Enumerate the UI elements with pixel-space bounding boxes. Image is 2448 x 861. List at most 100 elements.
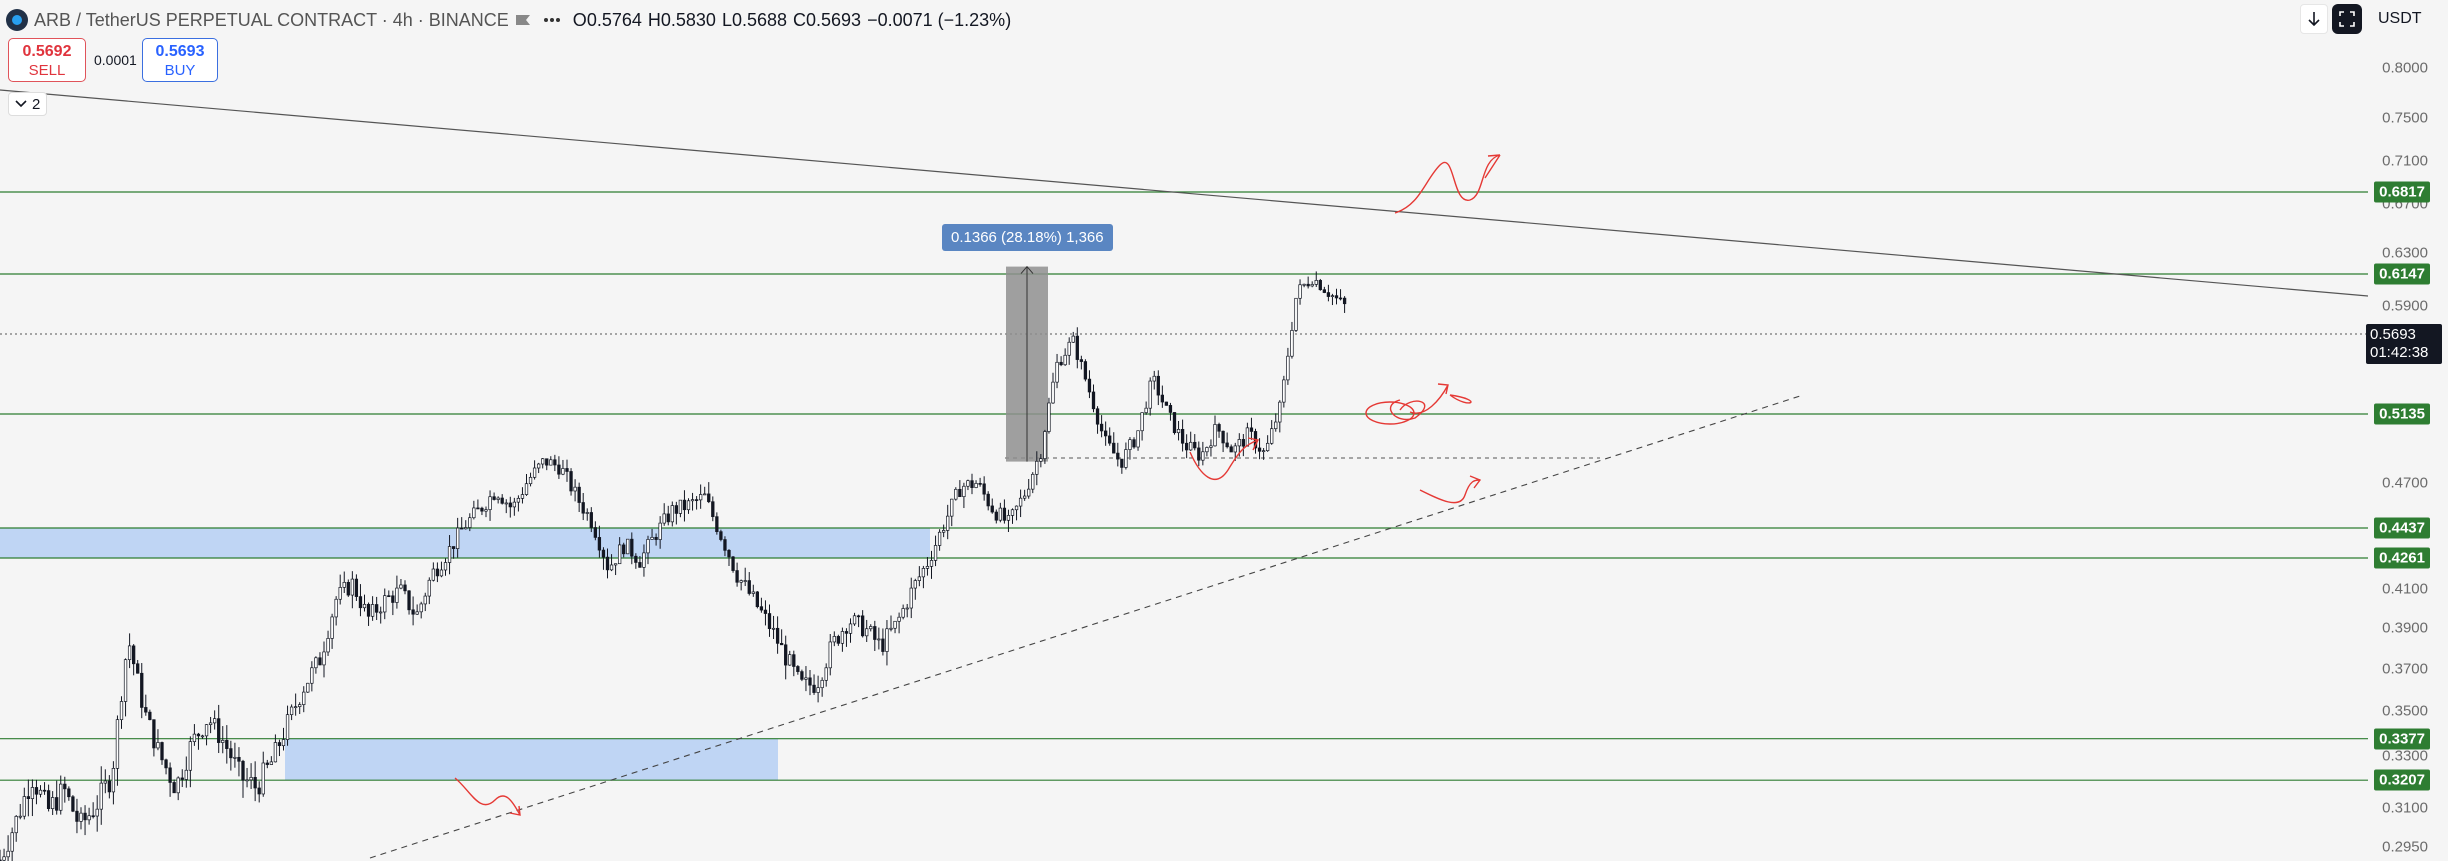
ohlc-close: C0.5693 <box>793 10 861 31</box>
candle-body <box>1294 297 1298 331</box>
measure-label[interactable]: 0.1366 (28.18%) 1,366 <box>942 223 1113 251</box>
price-level-badge: 0.6817 <box>2374 181 2430 203</box>
price-level-badge: 0.3207 <box>2374 769 2430 791</box>
candle-body <box>1047 402 1051 432</box>
candle-body <box>703 493 707 496</box>
candle-body <box>208 722 213 725</box>
candle-body <box>1184 442 1189 451</box>
candle-body <box>597 537 602 551</box>
candle-body <box>678 499 683 514</box>
candle-body <box>407 590 411 611</box>
candle-body <box>196 733 201 737</box>
resistance-trendline <box>0 89 2369 297</box>
candle-body <box>666 513 670 523</box>
download-button[interactable] <box>2300 4 2328 34</box>
candle-body <box>1014 505 1019 511</box>
candle-body <box>690 499 695 502</box>
candle-body <box>731 556 735 571</box>
candle-body <box>707 493 711 503</box>
price-axis-tick: 0.3100 <box>2382 799 2428 817</box>
candle-body <box>67 788 71 798</box>
open-label: O <box>572 9 587 30</box>
support-trendline <box>369 395 1801 859</box>
candle-body <box>532 467 537 478</box>
candle-body <box>330 616 334 639</box>
candle-body <box>698 494 703 501</box>
candle-body <box>1124 449 1128 468</box>
candle-body <box>391 595 395 603</box>
candle-body <box>617 544 622 565</box>
indicators-toggle[interactable]: 2 <box>8 92 48 116</box>
candle-body <box>358 596 363 609</box>
candle-body <box>897 616 901 622</box>
candle-body <box>306 682 310 693</box>
symbol-title[interactable]: ARB / TetherUS PERPETUAL CONTRACT · 4h ·… <box>34 9 509 30</box>
candle-body <box>91 815 95 818</box>
candle-body <box>759 606 764 611</box>
candle-body <box>933 545 938 561</box>
candle-body <box>1310 284 1314 287</box>
candle-body <box>1083 361 1088 380</box>
candle-body <box>1108 435 1112 444</box>
low-label: L <box>721 9 732 30</box>
candle-body <box>123 659 128 702</box>
candle-body <box>1128 439 1132 450</box>
flag-icon[interactable] <box>515 14 531 26</box>
measure-arrowhead <box>1020 265 1034 274</box>
candle-body <box>962 485 966 498</box>
candle-body <box>982 483 986 495</box>
candle-body <box>152 719 156 749</box>
candle-body <box>630 538 634 557</box>
candle-body <box>427 579 431 597</box>
more-dots-icon[interactable] <box>543 17 561 23</box>
candle-body <box>500 497 504 504</box>
candle-body <box>921 568 926 578</box>
candle-body <box>1209 445 1213 448</box>
candle-body <box>1225 442 1229 448</box>
candle-body <box>1022 495 1027 499</box>
sell-button[interactable]: 0.5692 SELL <box>8 38 86 82</box>
candle-body <box>443 562 448 571</box>
candle-body <box>796 666 800 672</box>
snapshot-button[interactable] <box>2332 4 2362 34</box>
candle-body <box>423 595 427 605</box>
candle-body <box>808 677 812 686</box>
candle-body <box>289 706 294 716</box>
candle-body <box>1027 488 1031 497</box>
candle-body <box>654 536 658 540</box>
candle-body <box>1298 284 1302 299</box>
candle-body <box>577 486 581 503</box>
candle-body <box>375 604 379 613</box>
candle-body <box>1306 283 1310 287</box>
currency-selector[interactable]: USDT <box>2378 10 2422 27</box>
candle-body <box>1282 379 1286 403</box>
candle-body <box>755 591 759 608</box>
candle-body <box>581 502 585 514</box>
candle-body <box>541 458 545 465</box>
price-axis-tick: 0.3900 <box>2382 619 2428 637</box>
candle-body <box>148 711 152 721</box>
buy-button[interactable]: 0.5693 BUY <box>142 38 218 82</box>
candle-body <box>26 796 30 799</box>
candle-body <box>99 782 103 810</box>
sell-price: 0.5692 <box>22 43 72 60</box>
candle-body <box>237 756 241 762</box>
candle-body <box>650 536 654 540</box>
candle-body <box>87 815 91 821</box>
candle-body <box>326 638 330 653</box>
high-label: H <box>647 9 661 30</box>
candle-body <box>1156 375 1160 396</box>
candle-body <box>379 611 383 614</box>
candle-body <box>747 580 751 594</box>
candle-body <box>334 598 338 618</box>
candle-body <box>800 671 804 680</box>
candle-body <box>318 657 322 666</box>
candle-body <box>302 691 306 705</box>
candle-body <box>998 507 1002 521</box>
price-level-badge: 0.6147 <box>2374 263 2430 285</box>
candle-body <box>464 527 468 530</box>
candle-body <box>6 850 10 858</box>
candle-body <box>476 507 480 510</box>
candle-body <box>42 789 47 792</box>
